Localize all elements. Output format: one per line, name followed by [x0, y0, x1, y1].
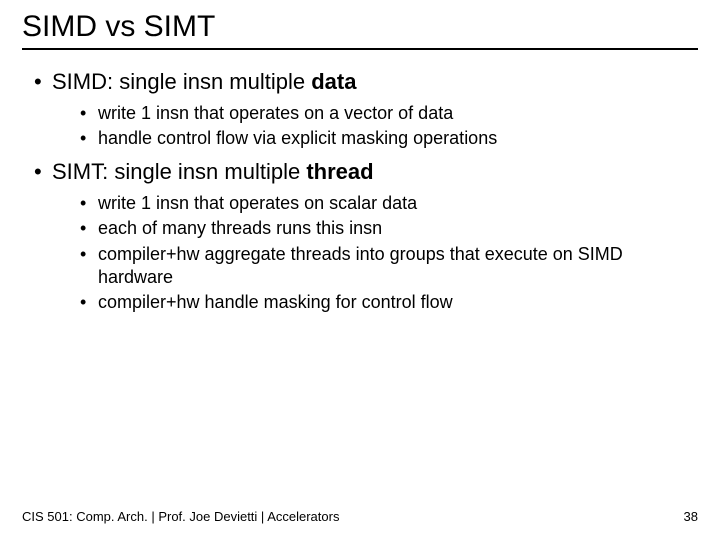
- bullet-simt-sub-3: compiler+hw aggregate threads into group…: [80, 243, 698, 290]
- footer-left: CIS 501: Comp. Arch. | Prof. Joe Deviett…: [22, 509, 339, 524]
- bullet-simd-prefix: SIMD: single insn multiple: [52, 69, 311, 94]
- bullet-list-lvl1: SIMD: single insn multiple data write 1 …: [22, 68, 698, 315]
- bullet-simt: SIMT: single insn multiple thread write …: [34, 158, 698, 314]
- bullet-simt-sub-1: write 1 insn that operates on scalar dat…: [80, 192, 698, 215]
- bullet-simt-sublist: write 1 insn that operates on scalar dat…: [52, 192, 698, 315]
- slide-footer: CIS 501: Comp. Arch. | Prof. Joe Deviett…: [22, 509, 698, 524]
- bullet-simd-bold: data: [311, 69, 356, 94]
- bullet-simd-sublist: write 1 insn that operates on a vector o…: [52, 102, 698, 151]
- bullet-simd-sub-2: handle control flow via explicit masking…: [80, 127, 698, 150]
- bullet-simd: SIMD: single insn multiple data write 1 …: [34, 68, 698, 150]
- slide-title: SIMD vs SIMT: [22, 10, 698, 50]
- slide-number: 38: [684, 509, 698, 524]
- bullet-simt-prefix: SIMT: single insn multiple: [52, 159, 306, 184]
- bullet-simt-sub-4: compiler+hw handle masking for control f…: [80, 291, 698, 314]
- bullet-simt-bold: thread: [306, 159, 373, 184]
- slide: SIMD vs SIMT SIMD: single insn multiple …: [0, 0, 720, 540]
- bullet-simt-sub-2: each of many threads runs this insn: [80, 217, 698, 240]
- bullet-simd-sub-1: write 1 insn that operates on a vector o…: [80, 102, 698, 125]
